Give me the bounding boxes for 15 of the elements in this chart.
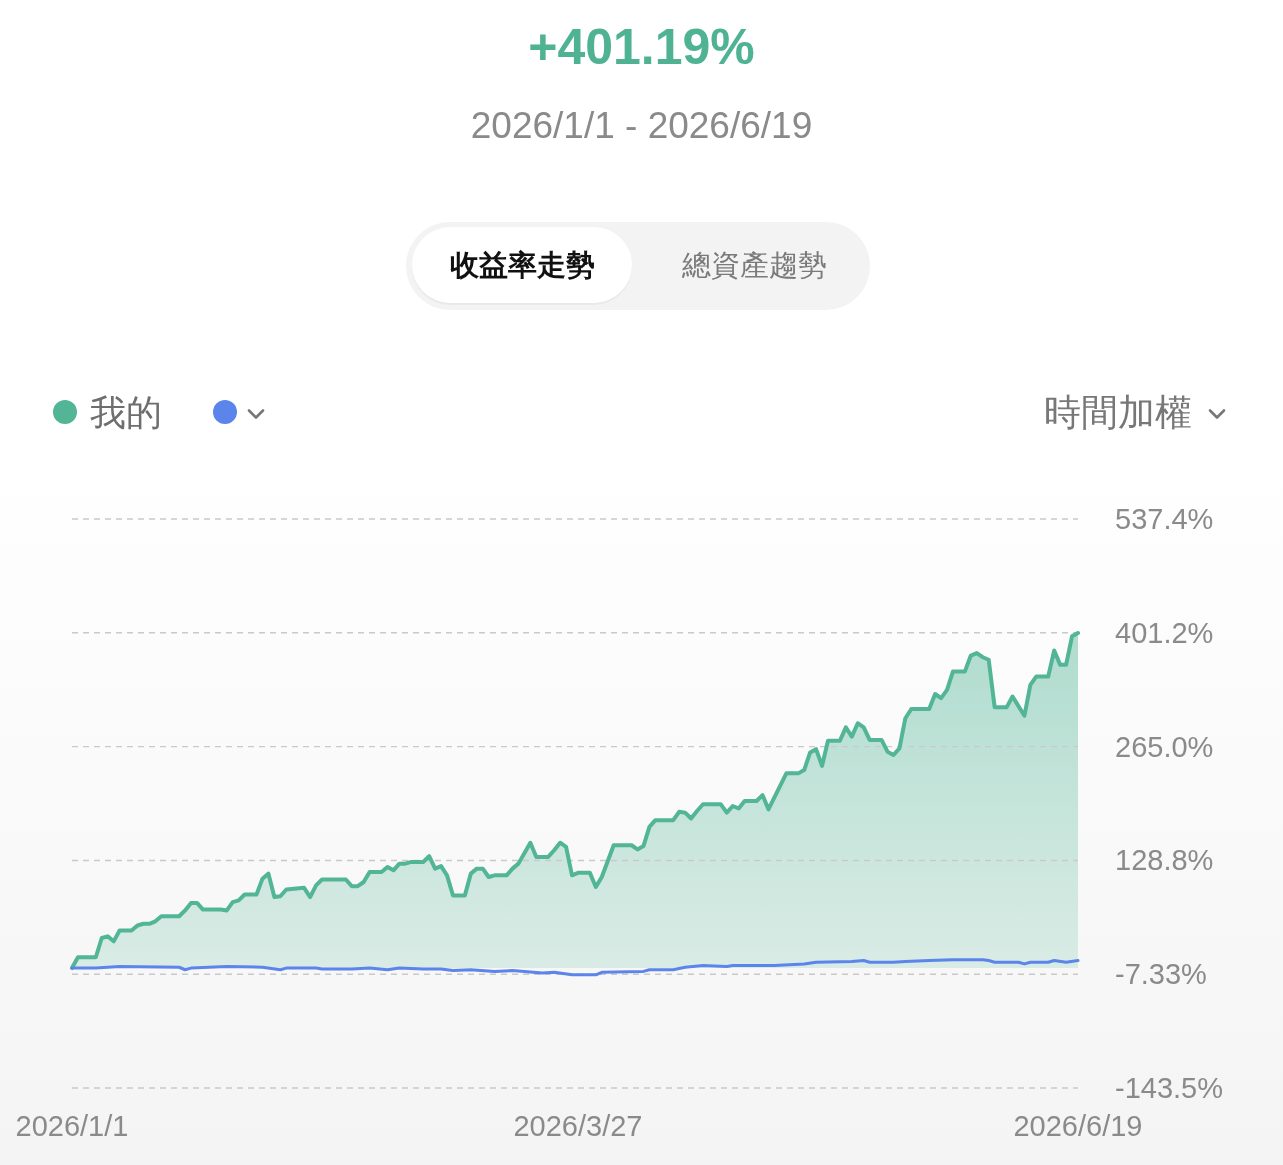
y-tick-label: 537.4% <box>1115 503 1214 535</box>
title: +401.19% <box>528 19 755 75</box>
y-tick-label: 401.2% <box>1115 616 1214 649</box>
annotation: 時間加權 <box>1044 391 1192 433</box>
y-tick-label: 265.0% <box>1115 730 1214 763</box>
annotation: 收益率走勢 <box>449 249 595 281</box>
subtitle: 2026/1/1 - 2026/6/19 <box>470 104 813 146</box>
y-tick-label: -143.5% <box>1115 1072 1224 1104</box>
annotation: 總資產趨勢 <box>681 249 827 281</box>
x-tick-label: 2026/6/19 <box>1013 1110 1143 1142</box>
x-tick-label: 2026/3/27 <box>513 1110 643 1142</box>
line-series <box>70 958 1080 977</box>
y-tick-label: 128.8% <box>1115 844 1214 877</box>
x-tick-label: 2026/1/1 <box>15 1110 129 1142</box>
y-tick-label: -7.33% <box>1115 958 1207 991</box>
